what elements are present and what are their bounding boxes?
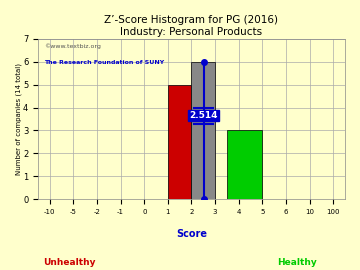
Bar [192,62,215,199]
Bar [168,85,192,199]
Bar [227,130,262,199]
X-axis label: Score: Score [176,229,207,239]
Text: 2.514: 2.514 [189,111,218,120]
Title: Z’-Score Histogram for PG (2016)
Industry: Personal Products: Z’-Score Histogram for PG (2016) Industr… [104,15,279,37]
Text: ©www.textbiz.org: ©www.textbiz.org [44,43,101,49]
Y-axis label: Number of companies (14 total): Number of companies (14 total) [15,63,22,175]
Text: The Research Foundation of SUNY: The Research Foundation of SUNY [44,60,165,65]
Text: Healthy: Healthy [277,258,317,266]
Text: Unhealthy: Unhealthy [43,258,96,266]
